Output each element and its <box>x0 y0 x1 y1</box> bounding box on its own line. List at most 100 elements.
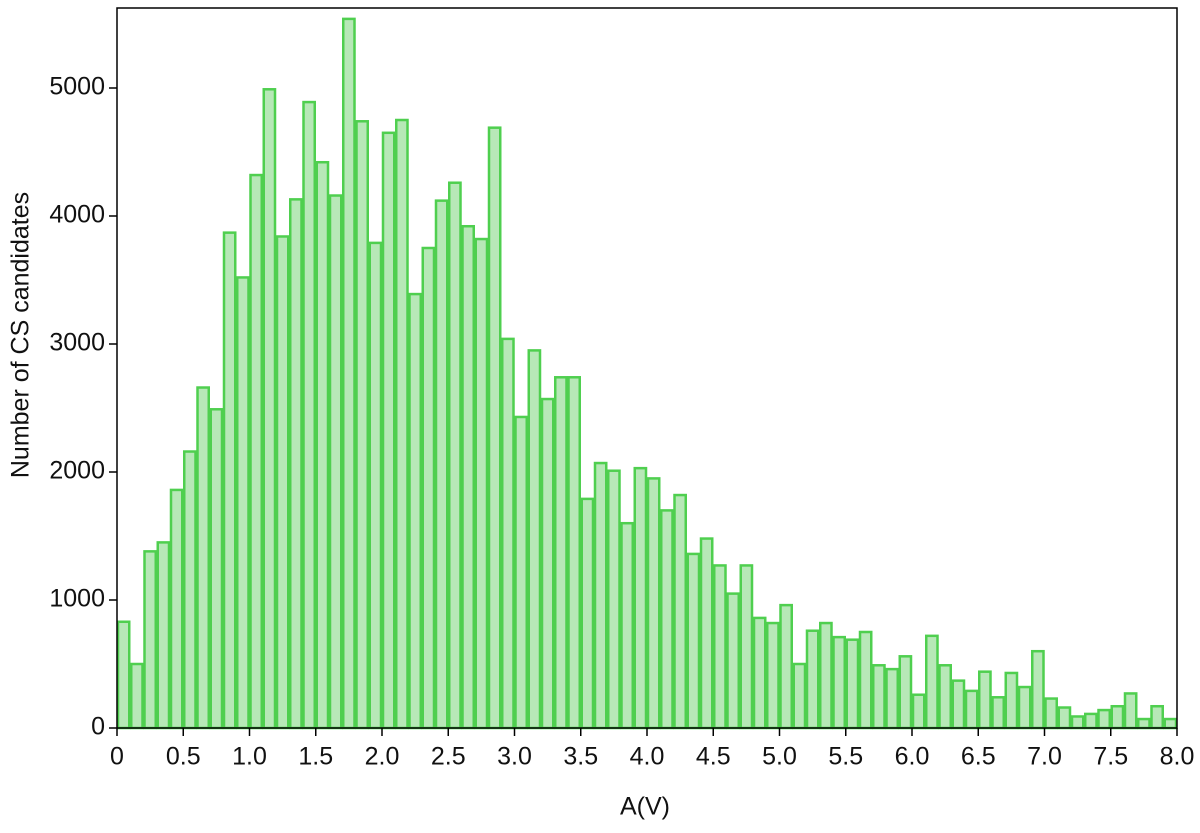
bar <box>196 386 210 730</box>
bar <box>222 231 237 730</box>
bar <box>328 194 343 730</box>
y-axis-label: Number of CS candidates <box>7 192 35 478</box>
bar <box>580 497 595 730</box>
x-tick-label: 7.5 <box>1093 743 1128 771</box>
bar <box>1137 717 1151 730</box>
bar <box>660 509 674 730</box>
bar <box>1150 704 1164 730</box>
bar <box>1057 706 1072 730</box>
bar <box>527 349 542 730</box>
y-tick-label: 4000 <box>49 201 105 229</box>
bar <box>315 160 330 730</box>
bar <box>448 181 462 730</box>
bar <box>805 629 820 730</box>
bar <box>633 466 648 730</box>
x-tick-label: 6.0 <box>895 743 930 771</box>
x-axis-label: A(V) <box>620 793 670 821</box>
bar <box>792 662 807 730</box>
bar <box>872 664 886 730</box>
bar <box>514 415 528 730</box>
bar <box>938 664 952 730</box>
bar <box>156 541 171 730</box>
bar <box>726 592 740 730</box>
x-tick-label: 6.5 <box>961 743 996 771</box>
x-tick-label: 4.5 <box>696 743 731 771</box>
bar <box>885 667 899 730</box>
y-tick-label: 2000 <box>49 457 105 485</box>
bar <box>183 450 197 730</box>
bar <box>1017 685 1032 730</box>
bar <box>607 469 621 730</box>
x-tick-label: 1.0 <box>232 743 267 771</box>
x-tick-label: 4.0 <box>630 743 665 771</box>
bar <box>501 337 515 730</box>
x-tick-label: 2.5 <box>431 743 466 771</box>
bar <box>766 621 780 730</box>
bar <box>487 126 502 730</box>
bar <box>130 662 144 730</box>
bar <box>474 237 489 730</box>
bar <box>1097 708 1111 730</box>
bar <box>1004 671 1019 730</box>
y-tick-label: 3000 <box>49 329 105 357</box>
bar <box>779 603 793 730</box>
bar <box>1163 717 1178 730</box>
bar <box>620 521 634 730</box>
bar <box>143 550 157 730</box>
x-tick-label: 3.0 <box>497 743 532 771</box>
bar <box>819 621 833 730</box>
bar <box>554 376 568 730</box>
bar <box>964 689 979 730</box>
x-tick-label: 1.5 <box>298 743 333 771</box>
bar <box>832 635 846 730</box>
bar <box>739 564 754 730</box>
bar <box>1031 649 1045 730</box>
bar <box>275 235 290 730</box>
x-tick-label: 7.0 <box>1027 743 1062 771</box>
x-tick-label: 0 <box>110 743 124 771</box>
bar <box>978 670 992 730</box>
bar <box>845 638 860 730</box>
bar <box>395 118 409 730</box>
bar <box>302 100 316 730</box>
bar <box>951 679 966 730</box>
bar <box>1084 712 1098 730</box>
bar <box>289 198 303 730</box>
x-tick-label: 5.5 <box>828 743 863 771</box>
y-tick-label: 0 <box>91 713 105 741</box>
bar <box>368 241 383 730</box>
y-tick-label: 5000 <box>49 73 105 101</box>
bar <box>699 537 714 730</box>
bar <box>169 488 184 730</box>
bar <box>858 630 873 730</box>
bar <box>342 17 356 730</box>
x-tick-label: 8.0 <box>1160 743 1195 771</box>
x-tick-label: 5.0 <box>762 743 797 771</box>
x-tick-label: 0.5 <box>166 743 201 771</box>
bar <box>1110 704 1125 730</box>
bar <box>686 552 701 730</box>
bar <box>540 397 555 730</box>
bar <box>991 696 1005 730</box>
bar <box>1070 715 1085 730</box>
bar <box>567 376 581 730</box>
x-tick-label: 3.5 <box>563 743 598 771</box>
bar <box>421 246 436 730</box>
bar <box>673 493 687 730</box>
bar <box>593 461 608 730</box>
x-tick-label: 2.0 <box>365 743 400 771</box>
bar <box>236 276 250 730</box>
bar <box>752 616 767 730</box>
bar <box>355 120 369 730</box>
bar <box>408 292 422 730</box>
bar <box>646 477 661 730</box>
bar <box>898 655 913 730</box>
y-tick-label: 1000 <box>49 585 105 613</box>
bar <box>1044 697 1058 730</box>
bar <box>209 408 224 730</box>
bar <box>116 620 131 730</box>
bar <box>262 88 277 730</box>
bar <box>1123 692 1138 730</box>
